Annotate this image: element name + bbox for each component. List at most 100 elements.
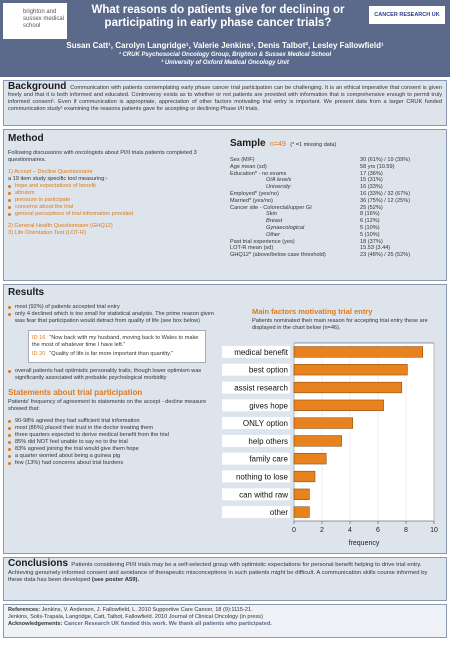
bar [293,381,403,394]
bullet-item: most (92%) of patients accepted trial en… [8,304,223,311]
sample-row: Age mean (sd) 58 yrs (10.59) [230,164,444,171]
label-box [222,417,290,430]
sample-label: O/A levels [266,177,292,184]
sample-value: 5 (10%) [360,231,380,238]
logo-left: brighton and sussex medical school [3,3,67,39]
label-box [222,506,290,519]
sample-row: O/A levels 15 (31%) [230,177,444,184]
bullet-item: three quarters expected to derive medica… [8,432,223,439]
y-tick-label: help others [248,437,288,446]
heading: Method [8,133,44,144]
sample-value: 17 (36%) [360,170,383,177]
bullet-item: general perceptions of trial information… [8,211,223,218]
list: hope and expectations of benefit altruism… [8,183,223,218]
results-section: Results most (92%) of patients accepted … [3,284,447,554]
affiliation: ² University of Oxford Medical Oncology … [161,59,289,66]
label-box [222,363,290,376]
background-section: Background Communication with patients c… [3,80,447,126]
x-tick-label: 8 [404,527,408,534]
label-box [222,452,290,465]
label-box [222,488,290,501]
reference: Jenkins, Solis-Trapala, Langridge, Catt,… [8,614,263,620]
sample-table: Sex (M/F) 30 (61%) / 19 (39%) Age mean (sd… [230,157,444,259]
bar [293,506,310,518]
note: (* =1 missing data) [290,142,337,148]
quotes-box: ID 16 “Now back with my husband, moving b… [28,330,206,363]
method: Method Following discussions with oncolo… [8,133,223,237]
sample-value: 8 (16%) [360,211,380,218]
bar [293,399,384,411]
bullet-item: 85% did NOT feel unable to say no to the… [8,439,223,446]
body-text: Patients considering PI/II trials may be… [8,562,428,583]
sample-label: GHQ12* (above/below case threshold) [230,252,326,259]
reference: Jenkins, V. Anderson, J. Fallowfield, L.… [41,607,253,613]
bullet-item: most (86%) placed their trust in the doc… [8,425,223,432]
references-section: References: Jenkins, V. Anderson, J. Fal… [3,604,447,638]
sample-row: University 16 (33%) [230,184,444,191]
title: What reasons do patients give for declin… [91,4,345,29]
bar [293,470,316,483]
bullet-item: altruism [8,190,223,197]
sample-row: Married* (yes/no) 36 (75%) / 12 (25%) [230,198,444,205]
y-tick-label: can withd raw [239,490,288,499]
x-tick-label: 10 [430,527,438,534]
emphasis: (see poster A59). [91,577,140,583]
label: Acknowledgements: [8,621,63,627]
sample-value: 16 (33%) [360,184,383,191]
logo-right: CANCER RESEARCH UK [369,6,445,24]
sample-value: 16 (33%) / 32 (67%) [360,190,411,197]
item: 2) General Health Questionnaire (GHQ12) [8,223,113,229]
sample-row: Other 5 (10%) [230,232,444,239]
sample-row: Skin 8 (16%) [230,211,444,218]
sample-value: 23 (48%) / 25 (52%) [360,252,411,259]
label-box [222,345,290,358]
list: overall patients had optimistic personal… [8,368,223,382]
acknowledgement: Cancer Research UK funded this work. We … [63,621,272,627]
item: 1) Accept – Decline Questionnaire [8,169,93,175]
y-tick-label: best option [249,366,288,375]
bar [293,346,424,358]
sample-value: 5 (10%) [360,224,380,231]
label: References: [8,607,41,613]
bullet-item: a quarter worried about being a guinea p… [8,453,223,460]
sample-row: Sex (M/F) 30 (61%) / 19 (39%) [230,157,444,164]
body-text: Communication with patients contemplatin… [8,85,443,112]
item: a 19 item study specific tool measuring:… [8,176,108,182]
method-sample-section: Method Following discussions with oncolo… [3,129,447,281]
quote-id: ID 16 [32,335,46,341]
quote-text: “Quality of life is far more important t… [49,351,174,357]
bullet-item: pressure to participate [8,197,223,204]
bullet-item: only 4 declined which is too small for s… [8,311,223,325]
bar [293,488,310,500]
sample-label: Cancer site - Colorectal/upper GI [230,204,312,211]
sample-row: Breast 6 (12%) [230,218,444,225]
sample-row: LOT-R mean (sd) 15.53 (3.44) [230,245,444,252]
x-tick-label: 2 [320,527,324,534]
sample-row: Gynaecological 5 (10%) [230,225,444,232]
y-tick-label: other [270,508,289,517]
heading: Background [8,81,67,92]
authors: Susan Catt¹, Carolyn Langridge¹, Valerie… [66,41,384,50]
sample-label: Employed* (yes/no) [230,190,279,197]
y-tick-label: nothing to lose [236,473,289,482]
sample-row: Past trial experience (yes) 18 (37%) [230,239,444,246]
label-box [222,399,290,412]
bar [293,435,342,447]
label-box [222,381,290,394]
bullet-item: few (13%) had concerns about trial burde… [8,460,223,467]
subheading: Statements about trial participation [8,388,143,397]
sample-label: Education* - no exams [230,170,287,177]
quote: ID 20 “Quality of life is far more import… [32,351,202,358]
sample-value: 30 (61%) / 19 (39%) [360,157,411,163]
y-tick-label: family care [249,455,288,464]
bullet-item: overall patients had optimistic personal… [8,368,223,382]
sample-label: LOT-R mean (sd) [230,245,274,252]
heading: Sample [230,138,266,149]
chart-title: Main factors motivating trial entry [252,307,373,316]
affiliation: ¹ CRUK Psychosocial Oncology Group, Brig… [118,52,332,58]
header: brighton and sussex medical school CANCE… [0,0,450,77]
sample-label: Age mean (sd) [230,163,267,170]
quote-text: “Now back with my husband, moving back t… [32,335,199,348]
intro: Patients' frequency of agreement to stat… [8,399,207,412]
